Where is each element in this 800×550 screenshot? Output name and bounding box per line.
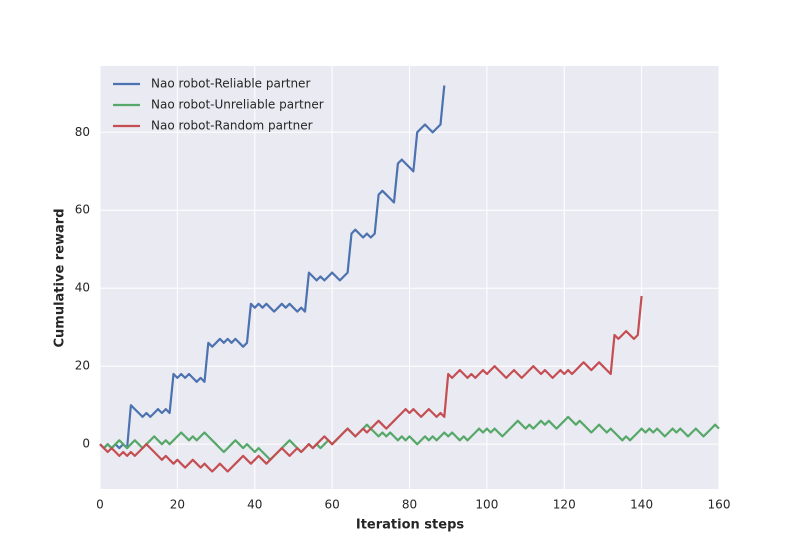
x-tick-label: 80 [402, 498, 417, 512]
x-tick-label: 60 [324, 498, 339, 512]
y-axis-label: Cumulative reward [53, 208, 68, 347]
x-tick-label: 160 [708, 498, 731, 512]
x-tick-label: 140 [630, 498, 653, 512]
x-tick-label: 20 [170, 498, 185, 512]
y-tick-label: 60 [75, 203, 90, 217]
x-tick-label: 0 [96, 498, 104, 512]
y-tick-label: 0 [82, 437, 90, 451]
series-line [99, 85, 446, 450]
legend-label: Nao robot-Unreliable partner [151, 98, 324, 112]
legend-label: Nao robot-Random partner [151, 119, 313, 133]
x-tick-label: 100 [475, 498, 498, 512]
x-tick-label: 120 [553, 498, 576, 512]
series-line [99, 415, 720, 461]
series-line [99, 295, 643, 473]
legend-label: Nao robot-Reliable partner [151, 77, 310, 91]
y-tick-label: 20 [75, 359, 90, 373]
y-tick-label: 80 [75, 125, 90, 139]
x-tick-label: 40 [247, 498, 262, 512]
x-axis-label: Iteration steps [356, 518, 465, 533]
y-tick-label: 40 [75, 281, 90, 295]
